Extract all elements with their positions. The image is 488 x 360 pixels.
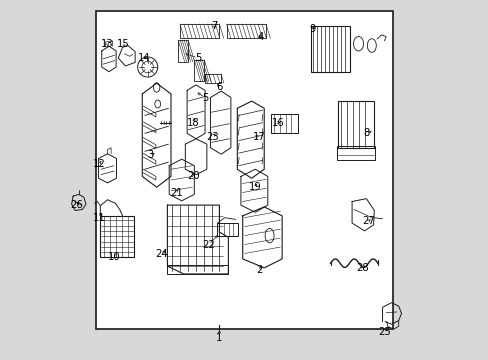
Bar: [180, 24, 219, 39]
Text: 7: 7: [210, 21, 217, 31]
Text: 20: 20: [187, 171, 200, 181]
Text: 24: 24: [155, 248, 167, 258]
Bar: [100, 216, 134, 257]
Bar: [337, 101, 373, 148]
Text: 5: 5: [202, 93, 208, 103]
Text: 1: 1: [216, 333, 222, 343]
Text: 25: 25: [378, 327, 391, 337]
Text: 14: 14: [138, 53, 150, 63]
Text: 11: 11: [93, 213, 105, 222]
Text: 22: 22: [202, 239, 215, 249]
Bar: [167, 265, 228, 274]
Text: 21: 21: [170, 188, 183, 198]
Text: 9: 9: [309, 24, 315, 35]
Bar: [336, 146, 374, 160]
Bar: [216, 223, 238, 235]
Text: 18: 18: [187, 118, 200, 128]
Bar: [310, 26, 349, 72]
Text: 23: 23: [205, 132, 218, 142]
Text: 13: 13: [101, 39, 114, 49]
Text: 4: 4: [257, 32, 263, 41]
Bar: [178, 40, 188, 62]
Text: 26: 26: [70, 200, 83, 210]
Bar: [194, 60, 204, 81]
Text: 2: 2: [256, 265, 263, 275]
Text: 3: 3: [147, 150, 153, 160]
Bar: [226, 24, 265, 39]
Text: 10: 10: [108, 252, 121, 262]
Text: 28: 28: [356, 263, 368, 273]
Text: 17: 17: [252, 132, 264, 142]
Text: 16: 16: [272, 118, 285, 128]
Bar: [204, 74, 221, 83]
Bar: [271, 114, 298, 134]
Text: 15: 15: [117, 39, 130, 49]
Text: 5: 5: [194, 53, 201, 63]
Text: 27: 27: [361, 216, 374, 226]
Text: 8: 8: [363, 129, 369, 138]
Text: 6: 6: [216, 82, 222, 92]
Bar: [96, 12, 392, 329]
Text: 12: 12: [93, 159, 105, 169]
Text: 19: 19: [248, 182, 261, 192]
